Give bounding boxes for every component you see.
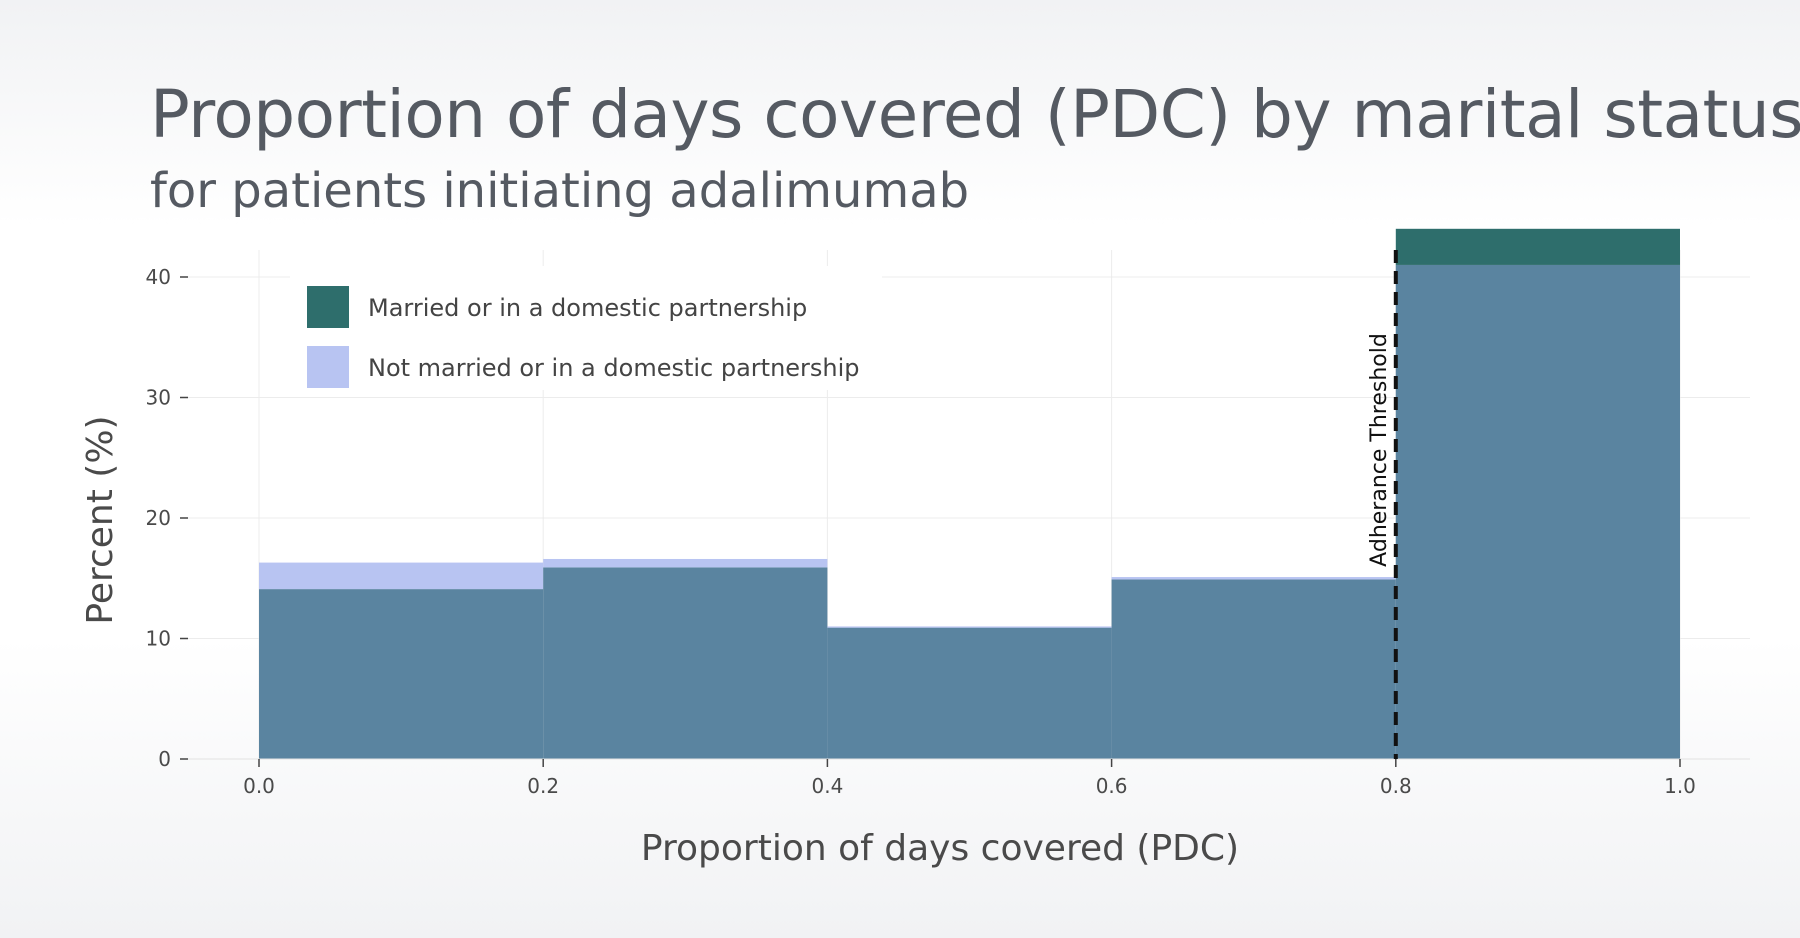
threshold-label: Adherance Threshold <box>1367 333 1392 567</box>
x-axis-title: Proportion of days covered (PDC) <box>641 828 1239 869</box>
legend-label: Married or in a domestic partnership <box>368 294 807 322</box>
x-tick-label: 0.6 <box>1096 774 1128 798</box>
y-tick-label: 20 <box>146 506 171 530</box>
histogram-bars <box>259 228 1680 759</box>
axes: 0 10 20 30 40 0.0 0.2 0.4 0.6 0.8 1.0 <box>146 265 1750 798</box>
y-tick-label: 40 <box>146 265 171 289</box>
legend-box <box>290 266 882 390</box>
bar-not-married <box>827 626 1112 628</box>
bar-overlap <box>543 567 828 759</box>
y-axis-title: Percent (%) <box>80 415 121 624</box>
bar-overlap <box>259 589 544 759</box>
bar-overlap <box>1395 264 1680 759</box>
x-tick-label: 1.0 <box>1664 774 1696 798</box>
chart-subtitle: for patients initiating adalimumab <box>150 163 970 219</box>
bar-overlap <box>827 627 1112 759</box>
bar-not-married <box>543 558 828 568</box>
y-tick-label: 10 <box>146 627 171 651</box>
chart-title: Proportion of days covered (PDC) by mari… <box>150 76 1800 153</box>
bar-not-married <box>259 562 544 590</box>
bar-not-married <box>1111 577 1396 580</box>
legend-swatch <box>307 286 349 328</box>
y-tick-label: 0 <box>158 747 171 771</box>
bar-overlap <box>1111 579 1396 759</box>
x-tick-label: 0.0 <box>243 774 275 798</box>
legend-label: Not married or in a domestic partnership <box>368 354 860 382</box>
threshold-annotation: Adherance Threshold <box>1367 250 1398 759</box>
y-tick-label: 30 <box>146 386 171 410</box>
x-tick-label: 0.8 <box>1380 774 1412 798</box>
legend: Married or in a domestic partnership Not … <box>290 266 882 390</box>
x-tick-label: 0.4 <box>811 774 843 798</box>
bar-married <box>1395 228 1680 265</box>
x-tick-label: 0.2 <box>527 774 559 798</box>
legend-swatch <box>307 346 349 388</box>
